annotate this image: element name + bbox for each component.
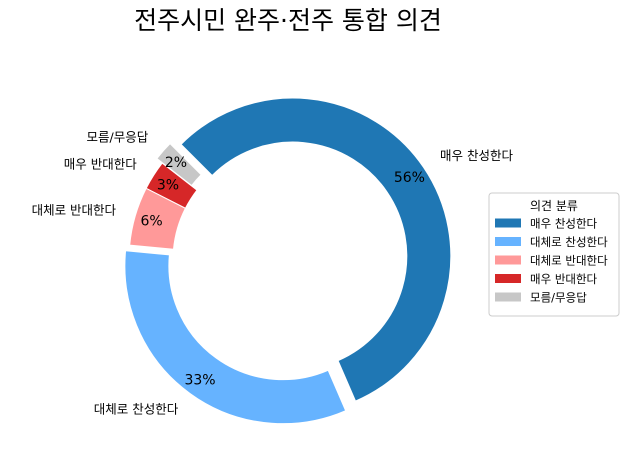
legend-label-2: 대체로 찬성한다 [530, 235, 608, 249]
slice-4 [145, 162, 198, 209]
outer-label-3: 대체로 반대한다 [32, 202, 117, 217]
percent-label-4: 3% [157, 177, 179, 193]
legend-label-3: 대체로 반대한다 [530, 254, 608, 268]
percent-label-5: 2% [165, 155, 187, 171]
legend-title: 의견 분류 [530, 199, 578, 213]
legend-swatch-2 [495, 237, 521, 246]
percent-label-3: 6% [140, 214, 162, 230]
legend-swatch-4 [495, 274, 521, 283]
legend-label-1: 매우 찬성한다 [530, 217, 598, 231]
slice-1 [180, 97, 452, 402]
slice-5 [156, 142, 202, 187]
outer-label-1: 매우 찬성한다 [440, 148, 513, 163]
percent-label-1: 56% [394, 170, 425, 186]
legend-label-5: 모름/무응답 [530, 291, 587, 305]
outer-label-5: 모름/무응답 [87, 130, 149, 145]
percent-labels-group: 56% 33% 6% 3% 2% [140, 155, 424, 389]
legend-swatch-3 [495, 255, 521, 265]
chart-title: 전주시민 완주·전주 통합 의견 [134, 6, 442, 35]
legend-frame [488, 192, 620, 317]
legend-swatch-1 [495, 218, 521, 228]
outer-label-2: 대체로 찬성한다 [94, 402, 179, 417]
legend-swatch-5 [495, 292, 521, 302]
slices-group [124, 97, 452, 425]
legend-label-4: 매우 반대한다 [530, 272, 598, 286]
percent-label-2: 33% [184, 373, 215, 389]
outer-label-4: 매우 반대한다 [64, 157, 137, 172]
slice-2 [124, 250, 347, 425]
